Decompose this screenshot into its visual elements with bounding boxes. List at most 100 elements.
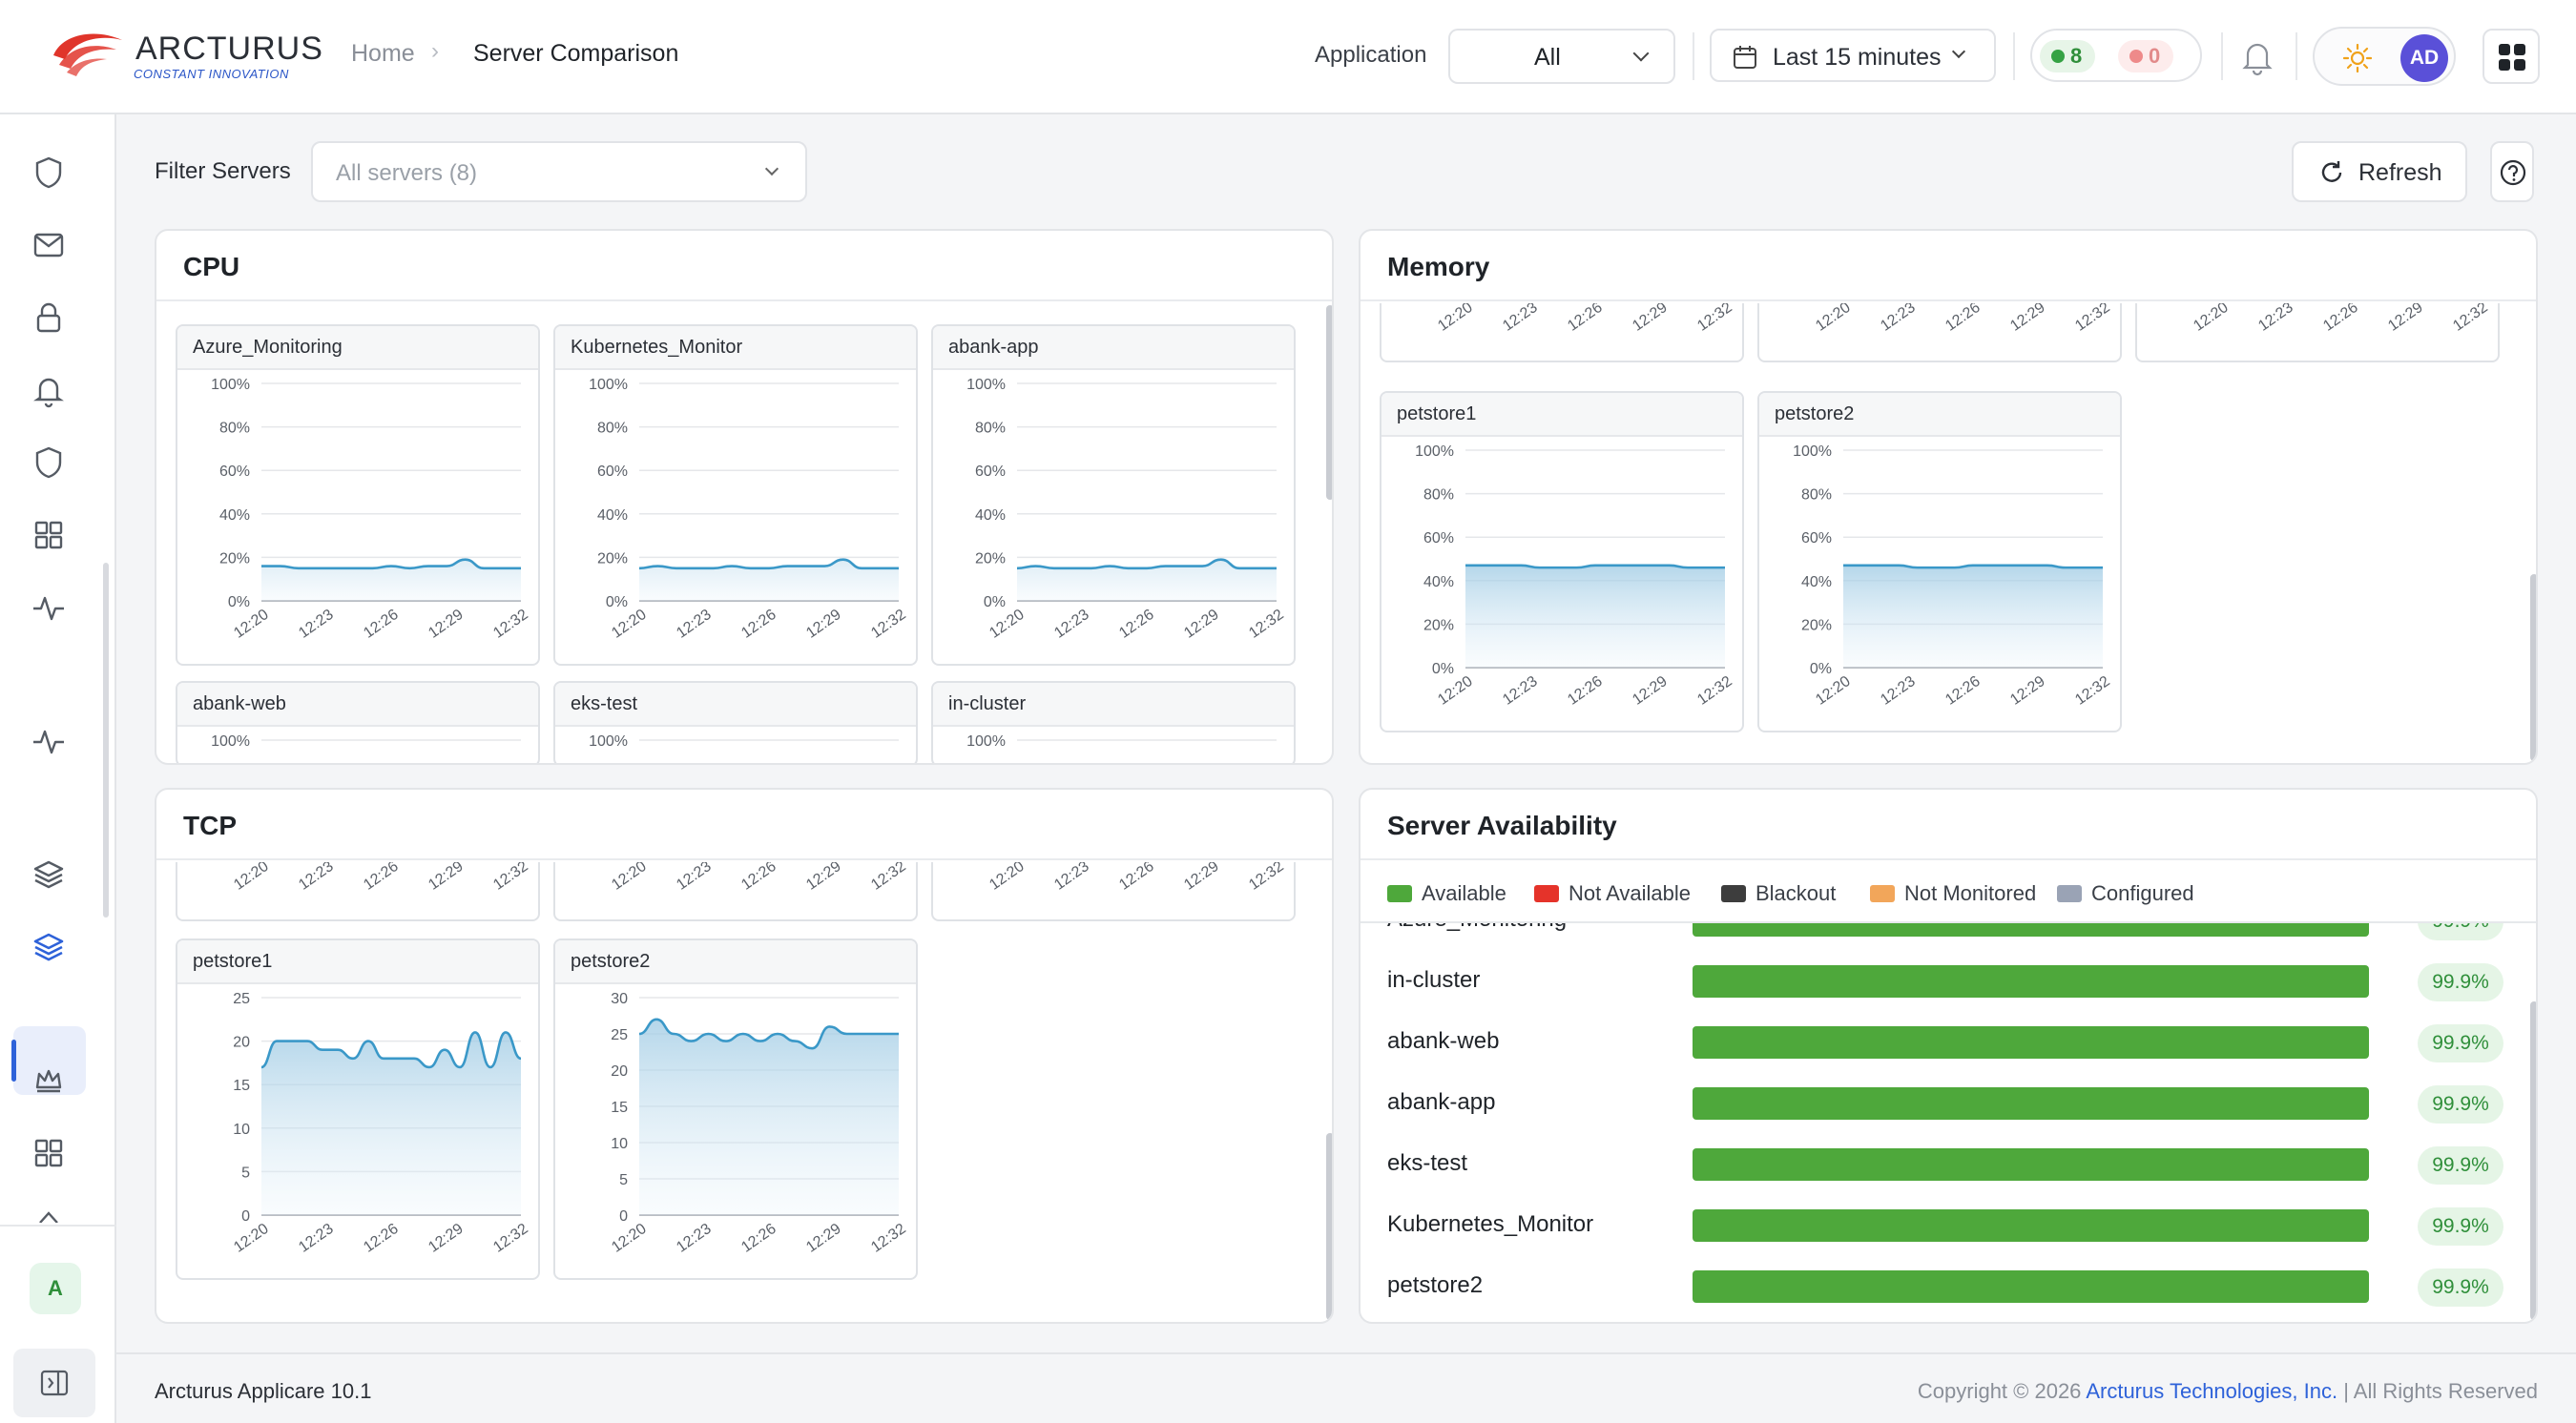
server-chart-card[interactable]: abank-web 100%: [176, 681, 540, 763]
server-chart-card[interactable]: 0 12:20 12:23 12:26 12:29 12:32: [176, 862, 540, 921]
layers-icon[interactable]: [29, 855, 69, 895]
sun-icon[interactable]: [2343, 44, 2372, 72]
cpu-panel-title: CPU: [183, 252, 240, 281]
cpu-scrollbar[interactable]: [1326, 305, 1332, 500]
x-tick-label: 12:32: [868, 1221, 909, 1256]
server-chart-card[interactable]: 0% 12:20 12:23 12:26 12:29 12:32: [1757, 303, 2122, 362]
server-chart-card[interactable]: Kubernetes_Monitor 100% 80% 60% 40% 20% 0% 12:2…: [553, 324, 918, 666]
x-tick-label: 12:29: [1181, 862, 1222, 894]
x-tick-label: 12:23: [1500, 673, 1541, 709]
y-tick-label: 40%: [975, 507, 1006, 524]
help-icon: [2500, 159, 2526, 186]
server-chart-card[interactable]: 0% 12:20 12:23 12:26 12:29 12:32: [1380, 303, 1744, 362]
lock-icon[interactable]: [29, 298, 69, 338]
tcp-panel-body: 0 12:20 12:23 12:26 12:29 12:32 0 12:20 12:23 12:…: [156, 862, 1332, 1322]
company-link[interactable]: Arcturus Technologies, Inc.: [2086, 1379, 2338, 1403]
mail-icon[interactable]: [29, 225, 69, 265]
x-tick-label: 12:20: [231, 1221, 272, 1256]
availability-row[interactable]: in-cluster 99.9%: [1361, 952, 2536, 1013]
server-chart-card[interactable]: in-cluster 100%: [931, 681, 1296, 763]
refresh-button[interactable]: Refresh: [2292, 141, 2467, 202]
x-tick-label: 12:20: [2191, 303, 2232, 335]
bell-icon[interactable]: [29, 370, 69, 410]
availability-row[interactable]: abank-app 99.9%: [1361, 1074, 2536, 1135]
legend-item[interactable]: Not Monitored: [1870, 881, 2036, 906]
availability-bar[interactable]: [1693, 1026, 2370, 1059]
server-chart-title: petstore1: [177, 940, 538, 984]
sidebar-user-badge[interactable]: A: [30, 1263, 81, 1314]
availability-row[interactable]: Kubernetes_Monitor 99.9%: [1361, 1196, 2536, 1257]
x-tick-label: 12:23: [674, 607, 715, 642]
legend-item[interactable]: Not Available: [1534, 881, 1691, 906]
crown-icon[interactable]: [29, 1061, 69, 1101]
server-chart-card[interactable]: 0 12:20 12:23 12:26 12:29 12:32: [553, 862, 918, 921]
availability-bar[interactable]: [1693, 1148, 2370, 1181]
server-chart-card[interactable]: 0% 12:20 12:23 12:26 12:29 12:32: [2135, 303, 2500, 362]
availability-bar[interactable]: [1693, 1270, 2370, 1303]
availability-row[interactable]: petstore2 99.9%: [1361, 1257, 2536, 1318]
server-chart-card[interactable]: abank-app 100% 80% 60% 40% 20% 0% 12:20 12:23 12:…: [931, 324, 1296, 666]
time-range-button[interactable]: Last 15 minutes: [1710, 29, 1996, 82]
server-chart-title: abank-app: [933, 326, 1294, 370]
availability-bar[interactable]: [1693, 923, 2370, 937]
server-chart-card[interactable]: petstore2 30 25 20 15 10 5 0 12:20 12:23 12:26 12:2…: [553, 938, 918, 1280]
shield-icon[interactable]: [29, 443, 69, 483]
x-tick-label: 12:20: [231, 607, 272, 642]
tcp-scrollbar[interactable]: [1326, 1133, 1332, 1320]
memory-panel-header: Memory: [1361, 231, 2536, 301]
arcturus-logo[interactable]: ARCTURUS CONSTANT INNOVATION: [50, 27, 322, 84]
availability-bar[interactable]: [1693, 1209, 2370, 1242]
user-avatar[interactable]: AD: [2400, 34, 2448, 82]
availability-row[interactable]: eks-test 99.9%: [1361, 1135, 2536, 1196]
layers-icon-active[interactable]: [29, 927, 69, 967]
sidebar-scrollbar[interactable]: [103, 563, 109, 918]
availability-scrollbar[interactable]: [2530, 1001, 2536, 1320]
chart-svg: 100% 80% 60% 40% 20% 0%12:20 12:23 12:26 12:29 12…: [1793, 443, 2113, 709]
status-up-badge[interactable]: 8: [2040, 40, 2096, 72]
server-status-summary[interactable]: 8 0: [2030, 29, 2202, 82]
sidebar-collapse-button[interactable]: [13, 1349, 95, 1417]
breadcrumb-home[interactable]: Home: [351, 40, 415, 67]
availability-row[interactable]: Azure_Monitoring 99.9%: [1361, 923, 2536, 952]
collapse-panel-icon: [40, 1370, 69, 1396]
server-chart-card[interactable]: Azure_Monitoring 100% 80% 60% 40% 20% 0% 12:20 1…: [176, 324, 540, 666]
legend-item[interactable]: Configured: [2057, 881, 2194, 906]
server-chart-card[interactable]: 0 12:20 12:23 12:26 12:29 12:32: [931, 862, 1296, 921]
grid-icon[interactable]: [29, 515, 69, 555]
activity-icon[interactable]: [29, 588, 69, 628]
x-tick-label: 12:26: [738, 607, 779, 642]
server-chart-card[interactable]: petstore2 100% 80% 60% 40% 20% 0% 12:20 12:23 12:…: [1757, 391, 2122, 732]
bell-icon[interactable]: [2240, 38, 2275, 76]
x-tick-label: 12:29: [803, 607, 844, 642]
x-tick-label: 12:20: [987, 862, 1028, 894]
activity-icon[interactable]: [29, 721, 69, 761]
grid-icon[interactable]: [29, 1133, 69, 1173]
refresh-icon: [2321, 161, 2342, 182]
availability-bar[interactable]: [1693, 1087, 2370, 1120]
server-chart-card[interactable]: eks-test 100%: [553, 681, 918, 763]
help-button[interactable]: [2490, 141, 2534, 202]
x-tick-label: 12:29: [426, 862, 467, 894]
legend-item[interactable]: Blackout: [1721, 881, 1836, 906]
availability-bar[interactable]: [1693, 965, 2370, 998]
server-chart-title: petstore1: [1381, 393, 1742, 437]
availability-row[interactable]: abank-web 99.9%: [1361, 1013, 2536, 1074]
server-chart-card[interactable]: petstore1 25 20 15 10 5 0 12:20 12:23 12:26 12:29 1…: [176, 938, 540, 1280]
status-down-badge[interactable]: 0: [2118, 40, 2174, 72]
x-tick-label: 12:23: [1051, 607, 1092, 642]
availability-percent-badge: 99.9%: [2418, 923, 2503, 940]
apps-grid-button[interactable]: [2483, 29, 2540, 84]
availability-percent-badge: 99.9%: [2418, 1268, 2503, 1307]
x-tick-label: 12:23: [2255, 303, 2296, 335]
y-tick-label: 80%: [1801, 487, 1832, 504]
memory-scrollbar[interactable]: [2530, 574, 2536, 761]
application-select[interactable]: All: [1448, 29, 1675, 84]
y-tick-label: 5: [241, 1165, 250, 1181]
shield-icon[interactable]: [29, 153, 69, 193]
x-tick-label: 12:23: [296, 862, 337, 894]
y-tick-label: 0: [619, 1208, 628, 1225]
y-tick-label: 60%: [975, 464, 1006, 480]
server-chart-card[interactable]: petstore1 100% 80% 60% 40% 20% 0% 12:20 12:23 12:…: [1380, 391, 1744, 732]
filter-servers-select[interactable]: All servers (8): [311, 141, 807, 202]
legend-item[interactable]: Available: [1387, 881, 1506, 906]
